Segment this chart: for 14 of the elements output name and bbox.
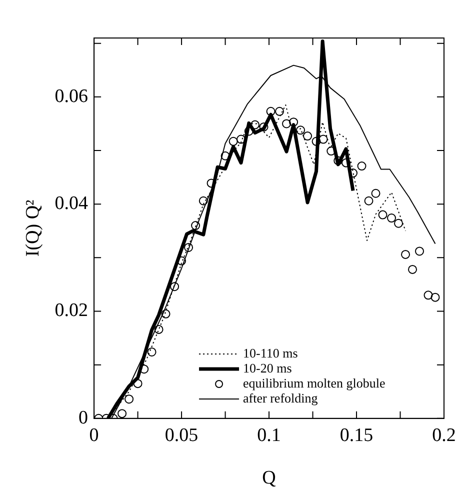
legend-label: 10-20 ms — [243, 360, 292, 376]
x-tick-label: 0.2 — [432, 424, 456, 446]
legend-label: equilibrium molten globule — [243, 375, 386, 390]
y-axis-title: I(Q) Q² — [22, 199, 44, 257]
x-axis-title: Q — [262, 468, 276, 489]
x-tick-label: 0.05 — [164, 424, 198, 446]
y-tick-label: 0 — [78, 407, 88, 428]
legend-label: 10-110 ms — [243, 345, 298, 360]
y-tick-label: 0.02 — [54, 300, 88, 322]
legend-label: after refolding — [243, 390, 318, 406]
y-tick-label: 0.06 — [54, 86, 88, 107]
y-tick-label: 0.04 — [54, 193, 89, 214]
x-tick-label: 0.15 — [340, 424, 374, 446]
x-tick-label: 0.1 — [257, 424, 281, 446]
